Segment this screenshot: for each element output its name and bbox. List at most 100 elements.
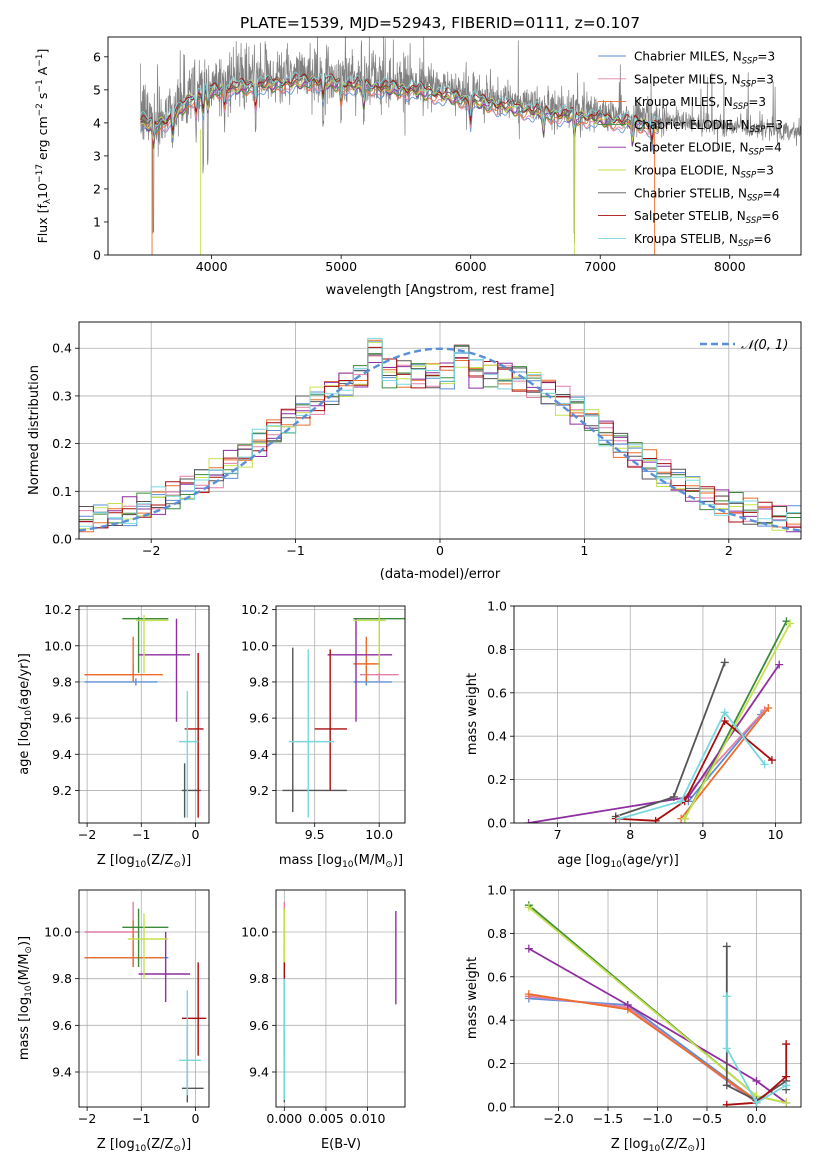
series-marker xyxy=(782,1072,791,1081)
errorbar-point xyxy=(84,901,139,956)
y-tick-label: 3 xyxy=(93,148,101,163)
axes-frame xyxy=(78,321,802,540)
axes-frame xyxy=(275,605,406,824)
x-tick-label: 10 xyxy=(768,827,784,842)
model-line-salpeter-stelib xyxy=(140,73,658,141)
y-tick-label: 1.0 xyxy=(487,883,507,898)
series-kroupa-elodie xyxy=(680,619,795,823)
x-tick-label: −2.0 xyxy=(543,1111,573,1126)
series-marker xyxy=(524,990,533,999)
y-tick-label: 0.2 xyxy=(487,772,507,787)
x-axis-label: wavelength [Angstrom, rest frame] xyxy=(326,283,555,298)
series-marker xyxy=(720,658,729,667)
axes-frame xyxy=(78,605,210,824)
axes-frame xyxy=(78,889,210,1108)
legend-entry: Chabrier ELODIE, NSSP=3 xyxy=(634,118,783,135)
x-tick-label: 0 xyxy=(191,827,199,842)
x-tick-label: −2 xyxy=(78,827,96,842)
axes-frame xyxy=(107,36,802,256)
x-tick-label: −1 xyxy=(286,543,304,558)
y-tick-label: 9.6 xyxy=(52,1018,72,1033)
x-axis-label: age [log10(age/yr)] xyxy=(557,853,679,870)
x-axis-label: Z [log10(Z/Z⊙)] xyxy=(97,1137,191,1154)
figure-title: PLATE=1539, MJD=52943, FIBERID=0111, z=0… xyxy=(240,14,640,32)
y-tick-label: 9.8 xyxy=(249,971,269,986)
errorbar-point xyxy=(135,615,169,673)
y-axis-label: mass [log10(M/M⊙)] xyxy=(17,936,34,1060)
y-tick-label: 4 xyxy=(93,115,101,130)
series-line xyxy=(528,664,780,823)
x-tick-label: 0.0 xyxy=(747,1111,767,1126)
errorbar-point xyxy=(181,1025,204,1103)
plot-area xyxy=(514,890,801,1107)
y-tick-label: 1 xyxy=(93,214,101,229)
x-tick-label: 8000 xyxy=(714,259,746,274)
x-tick-label: −1.5 xyxy=(593,1111,623,1126)
errorbar-point xyxy=(84,950,169,967)
errorbar-point xyxy=(84,663,136,682)
series-kroupa-stelib xyxy=(615,708,769,823)
errorbar-point xyxy=(84,678,158,686)
series-marker xyxy=(722,942,731,951)
errorbar-point xyxy=(327,618,393,722)
y-tick-label: 0.4 xyxy=(487,1013,507,1028)
y-tick-label: 10.0 xyxy=(44,925,72,940)
panel-massweight-vs-age: 7 8 9 10 0.0 0.2 0.4 0.6 0.8 1.0 age [log10(age/yr… xyxy=(465,599,802,870)
legend-entry: Salpeter ELODIE, NSSP=4 xyxy=(634,141,782,158)
y-tick-label: 9.6 xyxy=(249,711,269,726)
axes-frame xyxy=(513,889,802,1108)
panel-age-vs-Z: −2 −1 0 9.2 9.4 9.6 9.8 10.0 10.2 Z [log10(Z/Z⊙)]… xyxy=(17,602,210,870)
y-tick-label: 6 xyxy=(93,49,101,64)
errorbar-point xyxy=(84,636,163,682)
y-tick-label: 9.4 xyxy=(249,747,269,762)
y-tick-label: 9.2 xyxy=(52,783,72,798)
panel-mass-vs-EBV: 0.000 0.005 0.010 9.4 9.6 9.8 10.0 E(B-V) xyxy=(241,889,406,1152)
y-tick-label: 2 xyxy=(93,181,101,196)
y-tick-label: 0.2 xyxy=(487,1056,507,1071)
series-marker xyxy=(623,1001,632,1010)
errorbar-point xyxy=(181,962,207,1056)
y-axis-label: mass weight xyxy=(465,957,480,1039)
x-axis-label: (data-model)/error xyxy=(380,567,501,582)
x-tick-label: −2 xyxy=(78,1111,96,1126)
y-tick-label: 0.2 xyxy=(52,436,72,451)
errorbar-point xyxy=(127,913,169,979)
series-marker xyxy=(524,944,533,953)
series-salpeter-miles xyxy=(524,992,761,1107)
series-line xyxy=(528,993,758,1102)
x-axis-label: Z [log10(Z/Z⊙)] xyxy=(97,853,191,870)
series-chabrier-miles xyxy=(524,994,761,1105)
x-tick-label: −1 xyxy=(132,827,150,842)
series-line xyxy=(615,662,726,818)
y-tick-label: 0.4 xyxy=(52,341,72,356)
series-marker xyxy=(524,819,533,823)
x-tick-label: 10.0 xyxy=(365,827,393,842)
errorbar-point xyxy=(353,678,393,686)
y-tick-label: 0.3 xyxy=(52,388,72,403)
errorbar-point xyxy=(179,990,201,1096)
y-tick-label: 0.8 xyxy=(487,642,507,657)
x-axis-label: Z [log10(Z/Z⊙)] xyxy=(611,1137,705,1154)
x-tick-label: 4000 xyxy=(196,259,228,274)
legend-entry: Salpeter MILES, NSSP=3 xyxy=(634,72,774,89)
errorbar-point xyxy=(353,615,386,673)
errorbar-point xyxy=(179,690,199,818)
y-tick-label: 10.0 xyxy=(241,925,269,940)
series-marker xyxy=(669,792,678,801)
legend-entry: Chabrier STELIB, NSSP=4 xyxy=(634,186,780,203)
legend-entry: Salpeter STELIB, NSSP=6 xyxy=(634,209,779,226)
y-tick-label: 9.4 xyxy=(249,1065,269,1080)
model-line-kroupa-stelib xyxy=(140,71,659,140)
series-marker xyxy=(680,814,689,823)
spectrum-legend: Chabrier MILES, NSSP=3 Salpeter MILES, NS… xyxy=(598,50,783,249)
series-marker xyxy=(722,1081,731,1090)
x-tick-label: 7000 xyxy=(584,259,616,274)
y-tick-label: 10.2 xyxy=(44,602,72,617)
series-salpeter-elodie xyxy=(524,660,784,823)
legend-entry: 𝒩(0, 1) xyxy=(741,338,788,353)
x-tick-label: −1 xyxy=(132,1111,150,1126)
y-tick-label: 0.0 xyxy=(487,1100,507,1115)
series-marker xyxy=(786,619,795,628)
y-tick-label: 0.1 xyxy=(52,484,72,499)
axes-frame xyxy=(513,605,802,824)
